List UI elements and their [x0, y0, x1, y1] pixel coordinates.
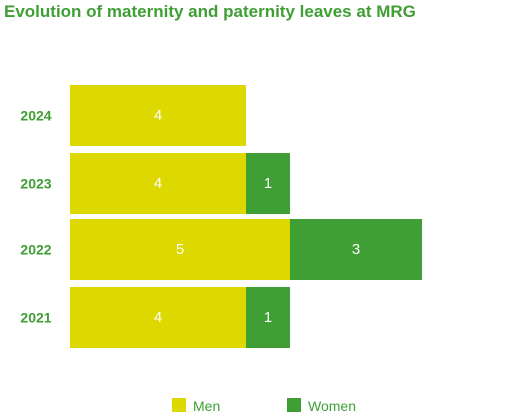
legend-swatch-men	[172, 398, 186, 412]
bar-women-2021	[246, 287, 290, 348]
bar-men-2022	[70, 219, 290, 280]
bar-men-2021	[70, 287, 246, 348]
bar-value-men-2021: 4	[154, 309, 162, 326]
bar-value-women-2023: 1	[264, 175, 272, 192]
legend-label-women: Women	[308, 398, 356, 414]
legend-label-men: Men	[193, 398, 220, 414]
legend: Men Women	[172, 398, 356, 414]
bar-men-2024	[70, 85, 246, 146]
bar-value-women-2022: 3	[352, 241, 360, 258]
bar-value-women-2021: 1	[264, 309, 272, 326]
labels-layer: 2024 4 2023 4 1 2022 5 3 2021 4 1	[20, 107, 360, 326]
bar-value-men-2023: 4	[154, 175, 162, 192]
legend-swatch-women	[287, 398, 301, 412]
year-label-2021: 2021	[20, 310, 51, 326]
year-label-2022: 2022	[20, 242, 51, 258]
bar-women-2023	[246, 153, 290, 214]
bar-women-2022	[290, 219, 422, 280]
bar-value-men-2024: 4	[154, 107, 162, 124]
bar-value-men-2022: 5	[176, 241, 184, 258]
year-label-2023: 2023	[20, 176, 51, 192]
year-label-2024: 2024	[20, 108, 51, 124]
bars-layer	[70, 85, 422, 348]
bar-men-2023	[70, 153, 246, 214]
chart-title: Evolution of maternity and paternity lea…	[4, 2, 416, 21]
